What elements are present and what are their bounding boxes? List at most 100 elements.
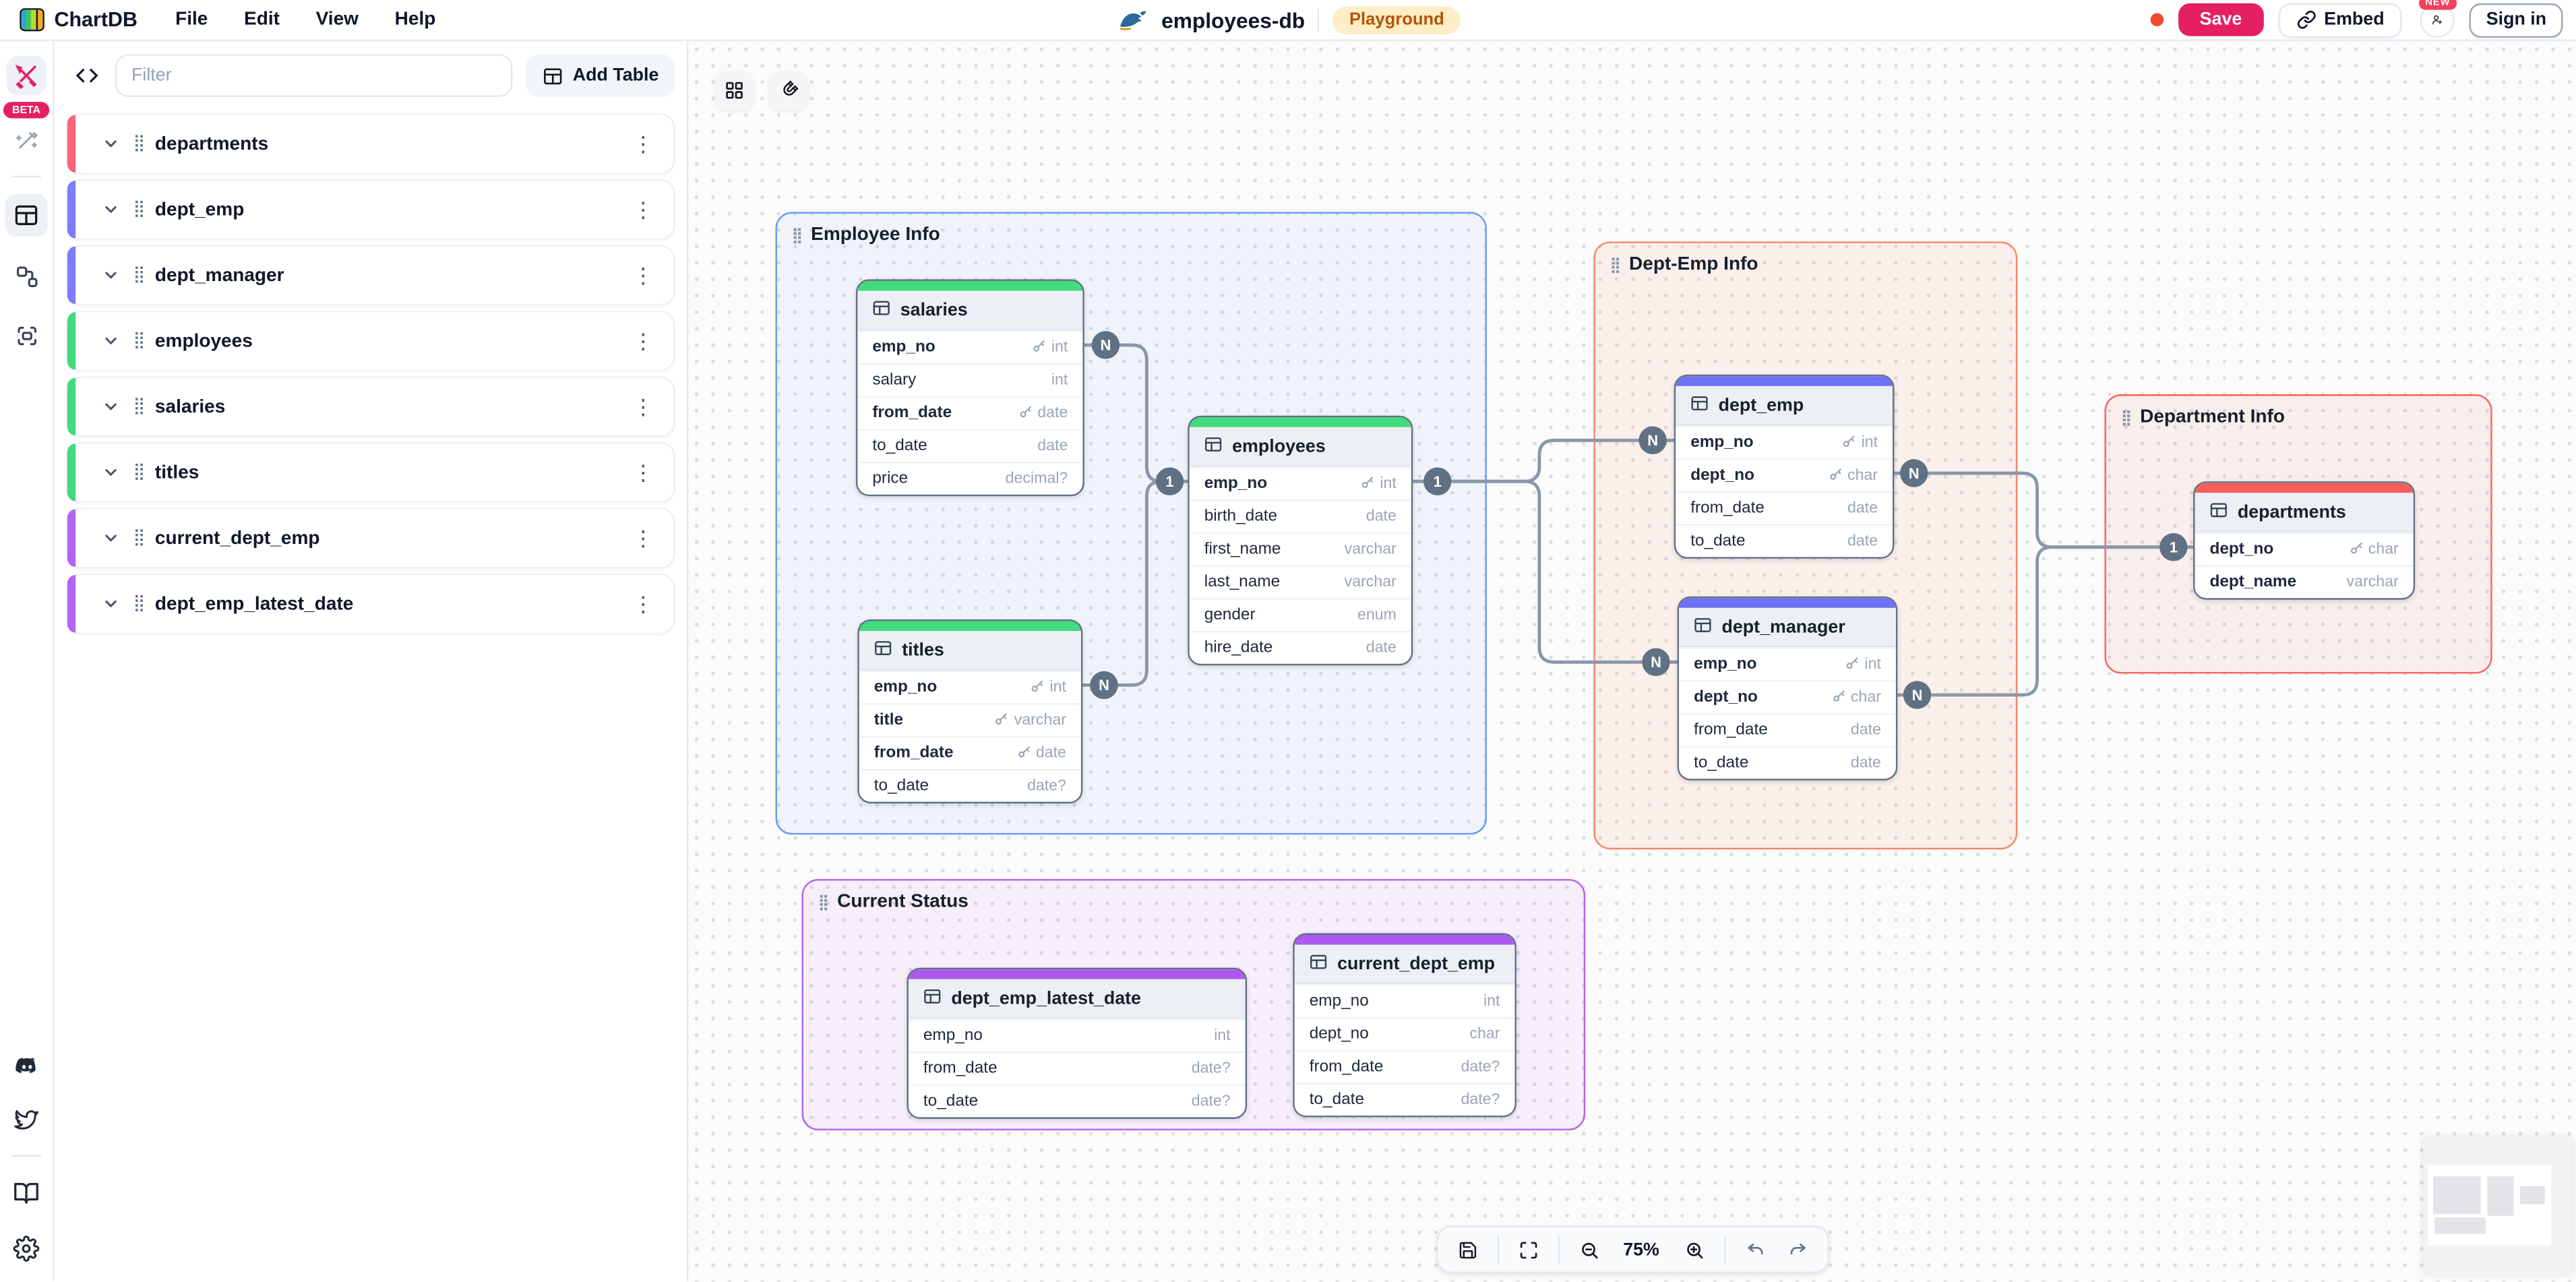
table-node-departments[interactable]: departments dept_no char dept_name varchar: [2193, 481, 2416, 600]
chevron-down-icon[interactable]: [97, 459, 123, 485]
table-list-item-departments[interactable]: ⣿ departments ⋮: [65, 113, 675, 175]
field-type: date: [1037, 437, 1068, 456]
relationships-section-icon[interactable]: [7, 256, 47, 296]
table-list-item-current_dept_emp[interactable]: ⣿ current_dept_emp ⋮: [65, 508, 675, 569]
table-node-salaries[interactable]: salaries emp_no int salary int from_date date t…: [855, 279, 1084, 497]
design-pencils-icon[interactable]: [6, 55, 47, 96]
more-options-icon[interactable]: ⋮: [630, 330, 657, 352]
drag-handle-icon[interactable]: ⣿: [133, 594, 146, 613]
table-node-header[interactable]: titles: [859, 631, 1081, 671]
rail-divider: [11, 1155, 41, 1157]
relationship-edge-titles-employees[interactable]: [1082, 479, 1188, 687]
table-node-employees[interactable]: employees emp_no int birth_date date first_na…: [1188, 415, 1413, 666]
table-node-dept_emp_latest_date[interactable]: dept_emp_latest_date emp_no int from_date da…: [907, 967, 1248, 1119]
code-icon[interactable]: [72, 61, 102, 90]
table-list-item-salaries[interactable]: ⣿ salaries ⋮: [65, 376, 675, 437]
undo-icon[interactable]: [1735, 1229, 1775, 1269]
redo-icon[interactable]: [1777, 1229, 1817, 1269]
menu-edit[interactable]: Edit: [244, 9, 280, 30]
zoom-level-label[interactable]: 75%: [1612, 1238, 1671, 1261]
add-table-button[interactable]: Add Table: [525, 54, 675, 97]
filter-input[interactable]: [115, 54, 512, 97]
save-disk-icon[interactable]: [1447, 1229, 1487, 1269]
table-node-header[interactable]: dept_manager: [1679, 607, 1896, 648]
table-list-item-dept_emp[interactable]: ⣿ dept_emp ⋮: [65, 179, 675, 240]
magnet-icon[interactable]: [768, 70, 809, 111]
drag-handle-icon[interactable]: ⣿: [133, 266, 146, 284]
drag-handle-icon[interactable]: ⣿: [133, 528, 146, 547]
menu-file[interactable]: File: [175, 9, 208, 30]
table-list-item-titles[interactable]: ⣿ titles ⋮: [65, 441, 675, 503]
diagram-canvas[interactable]: ⣿ Employee Info ⣿ Dept-Emp Info ⣿ Department …: [688, 40, 2576, 1282]
more-options-icon[interactable]: ⋮: [630, 593, 657, 615]
sign-in-button[interactable]: Sign in: [2470, 2, 2563, 37]
areas-section-icon[interactable]: [7, 315, 47, 355]
chevron-down-icon[interactable]: [97, 196, 123, 222]
drag-handle-icon[interactable]: ⣿: [1609, 255, 1621, 272]
magic-wand-icon[interactable]: [7, 120, 47, 160]
table-field-row: emp_no int: [857, 330, 1083, 363]
diagram-title[interactable]: employees-db: [1161, 7, 1306, 32]
relationship-edge-employees-dept_emp[interactable]: [1413, 438, 1674, 483]
table-node-header[interactable]: dept_emp_latest_date: [908, 979, 1246, 1019]
drag-handle-icon[interactable]: ⣿: [133, 463, 146, 482]
table-field-row: dept_no char: [2195, 532, 2414, 566]
field-type: date: [1366, 639, 1397, 657]
table-node-header[interactable]: salaries: [857, 291, 1083, 330]
table-list-item-dept_manager[interactable]: ⣿ dept_manager ⋮: [65, 245, 675, 306]
zoom-in-icon[interactable]: [1674, 1229, 1714, 1269]
twitter-icon[interactable]: [7, 1099, 47, 1139]
table-node-header[interactable]: dept_emp: [1676, 386, 1893, 426]
zoom-out-icon[interactable]: [1569, 1229, 1609, 1269]
table-list-item-employees[interactable]: ⣿ employees ⋮: [65, 310, 675, 371]
docs-book-icon[interactable]: [7, 1173, 47, 1213]
save-button[interactable]: Save: [2178, 3, 2263, 36]
more-options-icon[interactable]: ⋮: [630, 264, 657, 286]
chevron-down-icon[interactable]: [97, 525, 123, 551]
drag-handle-icon[interactable]: ⣿: [133, 397, 146, 416]
table-node-header[interactable]: current_dept_emp: [1294, 944, 1515, 985]
menu-help[interactable]: Help: [394, 9, 436, 30]
arrange-grid-icon[interactable]: [714, 70, 754, 111]
relationship-edge-dept_emp-departments[interactable]: [1894, 471, 2194, 549]
table-field-row: title varchar: [859, 703, 1081, 736]
chevron-down-icon[interactable]: [97, 328, 123, 354]
minimap[interactable]: [2423, 1136, 2573, 1275]
relationship-edge-dept_manager-departments[interactable]: [1897, 545, 2194, 697]
table-node-current_dept_emp[interactable]: current_dept_emp emp_no int dept_no char from…: [1293, 933, 1516, 1118]
table-field-row: emp_no int: [1294, 984, 1515, 1017]
chevron-down-icon[interactable]: [97, 131, 123, 157]
table-node-titles[interactable]: titles emp_no int title varchar from_date date…: [857, 619, 1083, 803]
drag-handle-icon[interactable]: ⣿: [2120, 408, 2132, 425]
more-options-icon[interactable]: ⋮: [630, 462, 657, 483]
more-options-icon[interactable]: ⋮: [630, 133, 657, 154]
drag-handle-icon[interactable]: ⣿: [791, 226, 803, 243]
chevron-down-icon[interactable]: [97, 262, 123, 288]
table-node-header[interactable]: employees: [1189, 427, 1411, 467]
more-options-icon[interactable]: ⋮: [630, 396, 657, 417]
table-node-dept_emp[interactable]: dept_emp emp_no int dept_no char from_date dat…: [1674, 374, 1895, 559]
field-name: from_date: [873, 744, 954, 762]
relationship-edge-employees-dept_manager[interactable]: [1413, 479, 1678, 664]
drag-handle-icon[interactable]: ⣿: [818, 892, 829, 910]
chevron-down-icon[interactable]: [97, 394, 123, 420]
relationship-edge-salaries-employees[interactable]: [1084, 343, 1188, 483]
more-options-icon[interactable]: ⋮: [630, 199, 657, 220]
settings-gear-icon[interactable]: [7, 1229, 47, 1269]
table-color-accent: [67, 181, 76, 239]
fit-view-icon[interactable]: [1508, 1229, 1548, 1269]
embed-button[interactable]: Embed: [2277, 2, 2403, 37]
table-list-item-dept_emp_latest_date[interactable]: ⣿ dept_emp_latest_date ⋮: [65, 573, 675, 634]
chevron-down-icon[interactable]: [97, 590, 123, 617]
table-field-row: dept_name varchar: [2195, 565, 2414, 599]
table-color-strip: [908, 969, 1246, 979]
drag-handle-icon[interactable]: ⣿: [133, 332, 146, 350]
discord-icon[interactable]: [7, 1047, 47, 1087]
drag-handle-icon[interactable]: ⣿: [133, 200, 146, 219]
tables-section-icon[interactable]: [5, 193, 48, 237]
menu-view[interactable]: View: [315, 9, 359, 30]
table-node-dept_manager[interactable]: dept_manager emp_no int dept_no char from_dat…: [1677, 596, 1898, 781]
more-options-icon[interactable]: ⋮: [630, 527, 657, 549]
drag-handle-icon[interactable]: ⣿: [133, 134, 146, 153]
table-node-header[interactable]: departments: [2195, 493, 2414, 532]
